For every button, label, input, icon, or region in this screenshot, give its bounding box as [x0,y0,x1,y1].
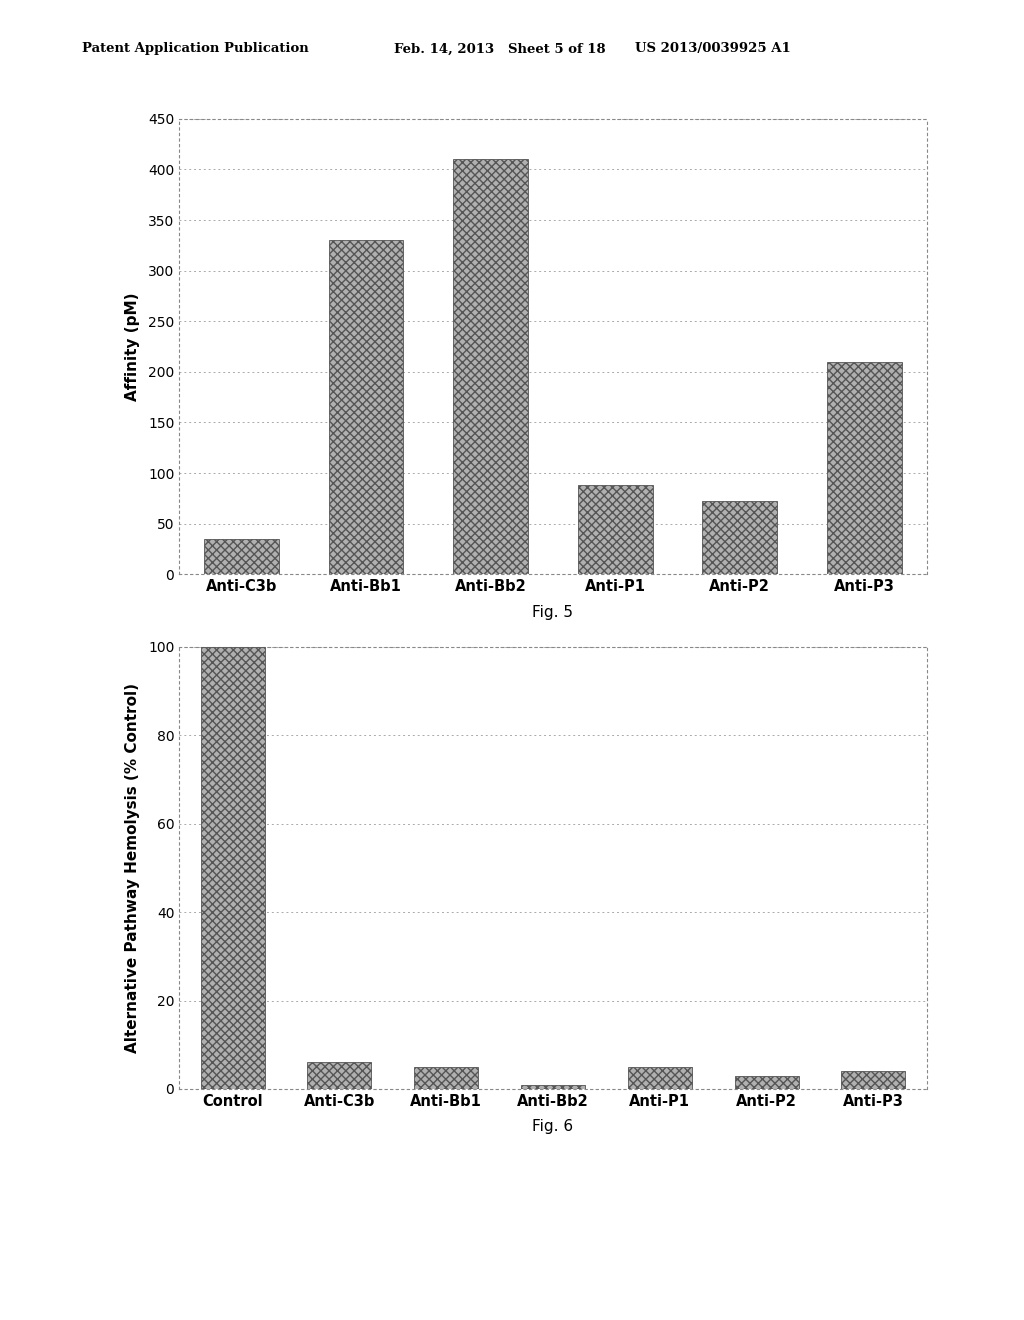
Bar [734,1076,799,1089]
Bar [827,362,902,574]
Text: Feb. 14, 2013   Sheet 5 of 18: Feb. 14, 2013 Sheet 5 of 18 [394,42,606,55]
Bar [454,160,528,574]
Text: Fig. 6: Fig. 6 [532,1119,573,1134]
Bar [628,1067,692,1089]
Bar [201,647,264,1089]
Bar [521,1085,585,1089]
Y-axis label: Affinity (pM): Affinity (pM) [125,292,139,401]
Bar [204,539,279,574]
Bar [702,502,777,574]
Text: Patent Application Publication: Patent Application Publication [82,42,308,55]
Text: Fig. 5: Fig. 5 [532,605,573,619]
Bar [307,1063,372,1089]
Y-axis label: Alternative Pathway Hemolysis (% Control): Alternative Pathway Hemolysis (% Control… [125,682,139,1053]
Bar [414,1067,478,1089]
Bar [578,486,652,574]
Text: US 2013/0039925 A1: US 2013/0039925 A1 [635,42,791,55]
Bar [842,1072,905,1089]
Bar [329,240,403,574]
